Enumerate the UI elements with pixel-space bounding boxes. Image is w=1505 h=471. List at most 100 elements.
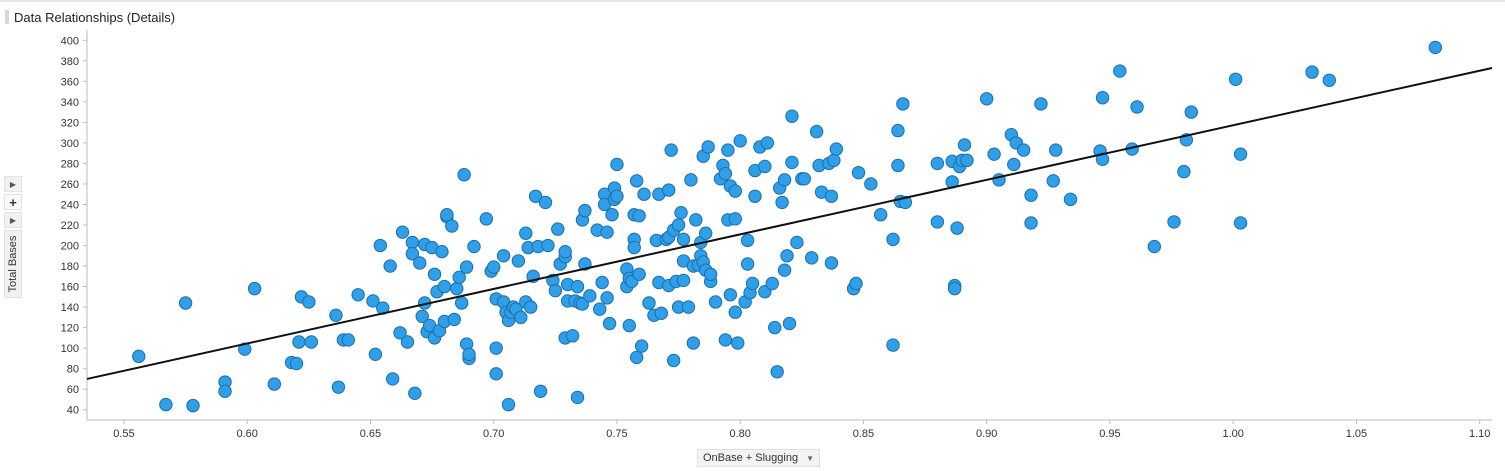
data-point[interactable]	[740, 257, 755, 271]
data-point[interactable]	[186, 398, 200, 413]
data-point[interactable]	[721, 143, 735, 157]
data-point[interactable]	[797, 172, 811, 186]
data-point[interactable]	[289, 356, 304, 371]
data-point[interactable]	[238, 342, 252, 356]
data-point[interactable]	[447, 312, 461, 327]
data-point[interactable]	[891, 123, 905, 138]
data-point[interactable]	[1024, 188, 1038, 202]
data-point[interactable]	[415, 309, 429, 324]
data-point[interactable]	[681, 300, 696, 314]
data-point[interactable]	[593, 302, 607, 316]
data-point[interactable]	[676, 232, 691, 247]
data-point[interactable]	[501, 397, 516, 412]
data-point[interactable]	[662, 183, 676, 197]
data-point[interactable]	[671, 218, 686, 232]
data-point[interactable]	[218, 384, 232, 398]
data-point[interactable]	[780, 249, 794, 263]
data-point[interactable]	[496, 249, 511, 263]
data-point[interactable]	[979, 92, 994, 106]
data-point[interactable]	[1046, 174, 1060, 188]
data-point[interactable]	[930, 215, 945, 229]
data-point[interactable]	[395, 225, 410, 239]
data-point[interactable]	[393, 326, 407, 340]
data-point[interactable]	[452, 270, 466, 285]
data-point[interactable]	[267, 377, 282, 391]
data-point[interactable]	[627, 240, 641, 255]
data-point[interactable]	[777, 173, 792, 187]
data-point[interactable]	[684, 173, 698, 187]
data-point[interactable]	[666, 353, 681, 368]
data-point[interactable]	[400, 335, 415, 349]
data-point[interactable]	[445, 219, 459, 233]
data-point[interactable]	[565, 329, 580, 343]
data-point[interactable]	[514, 310, 528, 325]
data-point[interactable]	[874, 208, 888, 222]
data-point[interactable]	[538, 195, 553, 210]
expand-arrow-button[interactable]: ▶	[4, 176, 22, 192]
data-point[interactable]	[523, 300, 538, 314]
data-point[interactable]	[950, 221, 964, 235]
data-point[interactable]	[886, 338, 900, 352]
data-point[interactable]	[1322, 73, 1337, 87]
data-point[interactable]	[1095, 91, 1110, 105]
data-point[interactable]	[329, 308, 343, 323]
data-point[interactable]	[331, 380, 346, 394]
data-point[interactable]	[804, 251, 819, 265]
data-point[interactable]	[637, 187, 651, 201]
data-point[interactable]	[247, 281, 262, 296]
data-point[interactable]	[302, 295, 316, 309]
data-point[interactable]	[1063, 192, 1078, 207]
data-point[interactable]	[864, 177, 878, 191]
data-point[interactable]	[728, 212, 742, 226]
data-point[interactable]	[689, 213, 703, 227]
data-point[interactable]	[351, 288, 365, 302]
data-point[interactable]	[600, 225, 614, 239]
data-point[interactable]	[437, 279, 452, 294]
data-point[interactable]	[366, 294, 380, 308]
data-point[interactable]	[595, 275, 609, 290]
data-point[interactable]	[632, 209, 646, 223]
data-point[interactable]	[533, 384, 548, 398]
data-point[interactable]	[785, 109, 799, 123]
data-point[interactable]	[987, 147, 1001, 161]
data-point[interactable]	[824, 189, 839, 203]
data-point[interactable]	[489, 341, 503, 355]
data-point[interactable]	[159, 397, 173, 412]
data-point[interactable]	[341, 333, 355, 347]
data-point[interactable]	[674, 205, 688, 220]
data-point[interactable]	[440, 208, 454, 222]
data-point[interactable]	[413, 256, 427, 270]
data-point[interactable]	[782, 316, 797, 331]
data-point[interactable]	[1167, 215, 1181, 229]
data-point[interactable]	[368, 347, 383, 362]
data-point[interactable]	[1305, 65, 1319, 79]
data-point[interactable]	[777, 263, 792, 277]
data-point[interactable]	[827, 153, 841, 168]
data-point[interactable]	[676, 273, 691, 288]
data-point[interactable]	[768, 320, 782, 335]
data-point[interactable]	[790, 235, 804, 250]
axis-options-arrow-button[interactable]: ▶	[4, 212, 22, 228]
data-point[interactable]	[528, 189, 543, 203]
data-point[interactable]	[748, 189, 762, 203]
data-point[interactable]	[558, 244, 572, 259]
y-axis-selector[interactable]: Total Bases	[4, 230, 22, 298]
data-point[interactable]	[930, 156, 945, 171]
data-point[interactable]	[511, 254, 526, 268]
data-point[interactable]	[718, 166, 733, 181]
data-point[interactable]	[886, 232, 900, 247]
data-point[interactable]	[405, 247, 420, 261]
data-point[interactable]	[610, 189, 624, 203]
data-point[interactable]	[723, 288, 738, 302]
data-point[interactable]	[1016, 143, 1031, 157]
x-axis-selector[interactable]: OnBase + Slugging ▼	[697, 449, 820, 467]
data-point[interactable]	[487, 260, 501, 274]
data-point[interactable]	[642, 296, 656, 310]
data-point[interactable]	[809, 124, 824, 139]
data-point[interactable]	[760, 136, 775, 150]
data-point[interactable]	[583, 289, 597, 303]
data-point[interactable]	[728, 305, 742, 319]
data-point[interactable]	[622, 318, 636, 333]
data-point[interactable]	[454, 296, 469, 310]
data-point[interactable]	[718, 333, 733, 347]
